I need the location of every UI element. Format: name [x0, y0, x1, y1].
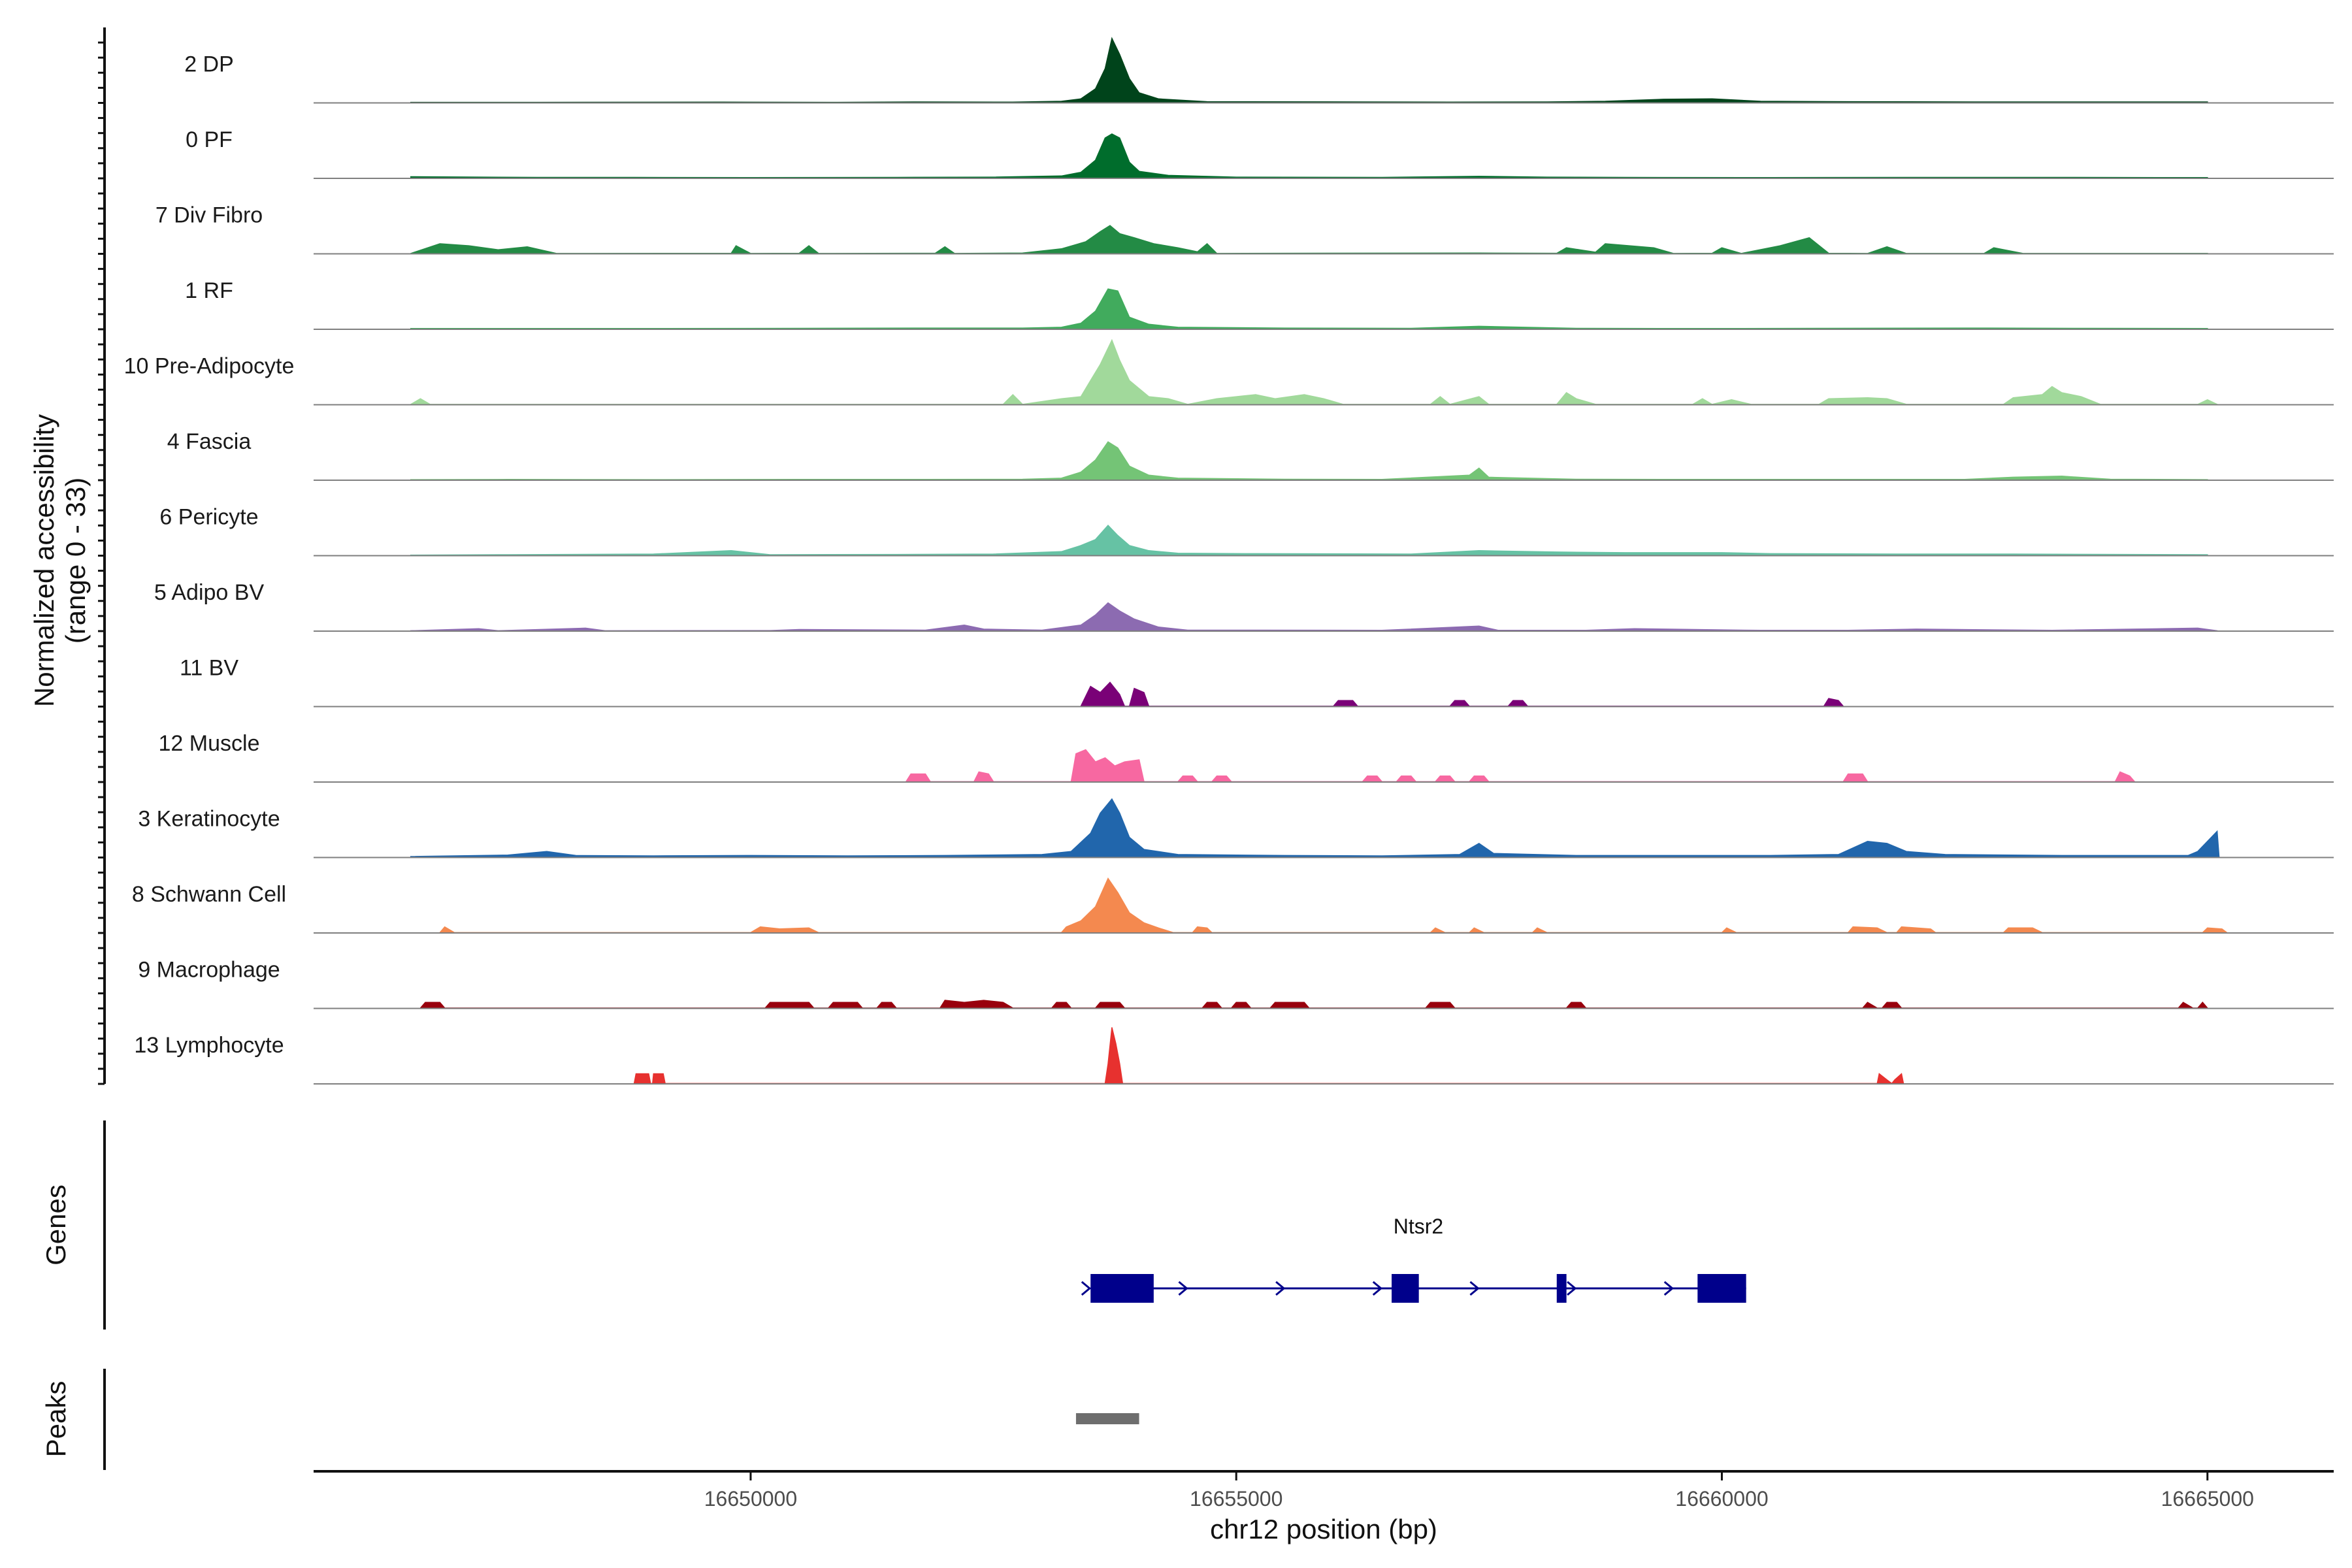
gene-models: Ntsr2: [1081, 1215, 1746, 1303]
track-label: 1 RF: [185, 278, 233, 303]
x-axis: 16650000 16655000 16660000 16665000 chr12 p…: [314, 1470, 2334, 1544]
track-3-keratinocyte: 3 Keratinocyte: [138, 798, 2334, 858]
coverage-area-7-div-fibro: [410, 225, 2208, 255]
x-axis-title: chr12 position (bp): [1210, 1514, 1437, 1544]
peaks-axis-title: Peaks: [41, 1381, 71, 1458]
y-axis-title-line2: (range 0 - 33): [60, 478, 91, 644]
x-tick-label: 16655000: [1190, 1487, 1282, 1511]
gene-exon: [1392, 1274, 1419, 1303]
x-tick-label: 16650000: [704, 1487, 797, 1511]
strand-arrow: [1567, 1281, 1577, 1296]
coverage-area-12-muscle: [906, 749, 2136, 783]
genes-panel: Genes Ntsr2: [41, 1120, 1746, 1330]
track-label: 6 Pericyte: [159, 505, 258, 530]
strand-arrow: [1275, 1281, 1286, 1296]
coverage-area-5-adipo-bv: [410, 602, 2218, 632]
track-label: 12 Muscle: [159, 731, 260, 756]
track-label: 3 Keratinocyte: [138, 807, 280, 832]
gene-exon: [1090, 1274, 1154, 1303]
gene-exon: [1697, 1274, 1746, 1303]
coverage-area-10-pre-adipocyte: [410, 338, 2218, 406]
x-ticks: 16650000 16655000 16660000 16665000: [704, 1471, 2254, 1511]
track-10-pre-adipocyte: 10 Pre-Adipocyte: [124, 338, 2334, 406]
track-label: 4 Fascia: [167, 429, 252, 454]
genes-axis-title: Genes: [41, 1184, 71, 1266]
coverage-area-4-fascia: [410, 441, 2208, 481]
strand-arrow: [1469, 1281, 1480, 1296]
coverage-area-13-lymphocyte: [633, 1027, 1904, 1085]
coverage-area-9-macrophage: [419, 1000, 2208, 1009]
track-label: 10 Pre-Adipocyte: [124, 354, 295, 379]
coverage-tracks: 2 DP 0 PF 7 Div Fibro 1 RF 10 Pre-Adipocyte 4…: [124, 37, 2334, 1085]
coverage-area-0-pf: [410, 133, 2208, 179]
track-label: 9 Macrophage: [138, 958, 280, 983]
track-label: 2 DP: [184, 52, 234, 77]
strand-arrow: [1178, 1281, 1188, 1296]
track-0-pf: 0 PF: [186, 127, 2334, 179]
track-label: 0 PF: [186, 127, 233, 152]
peak-bars: [1075, 1413, 1139, 1424]
gene-label: Ntsr2: [1394, 1215, 1443, 1238]
coverage-area-8-schwann-cell: [439, 877, 2228, 934]
coverage-area-6-pericyte: [410, 524, 2208, 557]
track-label: 8 Schwann Cell: [132, 882, 286, 907]
peak-bar: [1075, 1413, 1139, 1424]
gene-ntsr2: Ntsr2: [1081, 1215, 1746, 1303]
track-12-muscle: 12 Muscle: [159, 731, 2334, 783]
x-tick-label: 16660000: [1675, 1487, 1768, 1511]
track-6-pericyte: 6 Pericyte: [159, 505, 2334, 557]
track-7-div-fibro: 7 Div Fibro: [155, 203, 2334, 255]
y-axis-title-line1: Normalized accessibility: [29, 414, 59, 707]
track-5-adipo-bv: 5 Adipo BV: [154, 580, 2334, 632]
coverage-area-2-dp: [410, 37, 2208, 104]
strand-arrow: [1663, 1281, 1674, 1296]
track-label: 13 Lymphocyte: [134, 1033, 284, 1058]
track-13-lymphocyte: 13 Lymphocyte: [134, 1027, 2334, 1085]
track-11-bv: 11 BV: [180, 656, 2334, 708]
peaks-panel: Peaks: [41, 1369, 1139, 1470]
track-1-rf: 1 RF: [185, 278, 2334, 330]
coverage-area-1-rf: [410, 288, 2208, 330]
gene-exon: [1556, 1274, 1567, 1303]
x-tick-label: 16665000: [2161, 1487, 2254, 1511]
strand-arrow: [1372, 1281, 1383, 1296]
track-2-dp: 2 DP: [184, 37, 2334, 104]
track-label: 5 Adipo BV: [154, 580, 265, 605]
track-label: 7 Div Fibro: [155, 203, 263, 228]
strand-arrow: [1081, 1281, 1092, 1296]
track-4-fascia: 4 Fascia: [167, 429, 2334, 481]
coverage-y-axis: [98, 27, 106, 1085]
track-9-macrophage: 9 Macrophage: [138, 958, 2334, 1009]
track-label: 11 BV: [180, 656, 238, 681]
coverage-area-11-bv: [1080, 681, 1844, 708]
track-8-schwann-cell: 8 Schwann Cell: [132, 877, 2334, 934]
coverage-area-3-keratinocyte: [410, 798, 2220, 858]
